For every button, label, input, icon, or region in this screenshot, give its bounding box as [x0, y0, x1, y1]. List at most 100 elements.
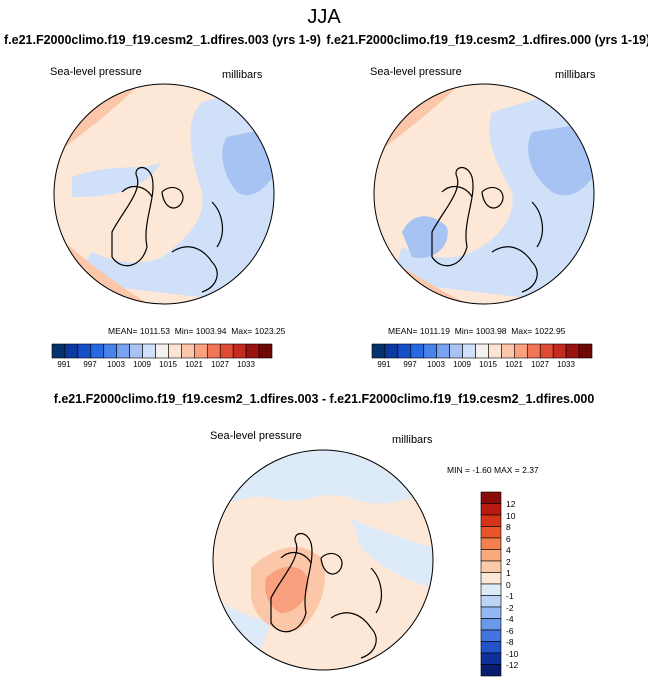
top-titles: f.e21.F2000climo.f19_f19.cesm2_1.dfires.… [4, 33, 648, 47]
panel1-stats: MEAN= 1011.53 Min= 1003.94 Max= 1023.25 [108, 326, 286, 336]
season-title: JJA [307, 6, 341, 28]
panel1-map [53, 83, 275, 305]
colorbar-cell [475, 343, 489, 359]
colorbar-cell [142, 343, 156, 359]
negative-region [351, 518, 433, 588]
difference-title: f.e21.F2000climo.f19_f19.cesm2_1.dfires.… [53, 392, 595, 406]
panel1-units: millibars [222, 69, 263, 81]
diff-stats: MIN = -1.60 MAX = 2.37 [447, 465, 539, 475]
cb3-tick: 0 [506, 579, 511, 590]
colorbar-cell [578, 343, 593, 359]
cb3-tick: 6 [506, 533, 511, 544]
cb2-tick: 1015 [479, 360, 497, 369]
colorbar-cell [64, 343, 79, 359]
colorbar-cell [480, 595, 502, 608]
cb1-tick: 1009 [133, 360, 151, 369]
cb1-tick: 997 [83, 360, 97, 369]
cb2-tick: 1009 [453, 360, 471, 369]
low-pressure-core [528, 122, 594, 196]
colorbar-cell [462, 343, 476, 359]
cb3-tick: 2 [506, 556, 511, 567]
coastlines [431, 167, 544, 293]
map-boundary [212, 449, 434, 671]
cb3-tick: -10 [506, 648, 519, 659]
cb2-tick: 1033 [557, 360, 575, 369]
colorbar-cell [397, 343, 412, 359]
colorbar-cell [168, 343, 182, 359]
case2-title: f.e21.F2000climo.f19_f19.cesm2_1.dfires.… [326, 33, 648, 47]
cb3-tick: -4 [506, 614, 514, 624]
colorbar-cell [77, 343, 92, 359]
cb3-tick: -8 [506, 637, 514, 647]
diff-colorbar [480, 491, 502, 677]
cb1-tick: 1021 [185, 360, 203, 369]
colorbar-cell [436, 343, 450, 359]
colorbar-cell [51, 343, 66, 359]
cb1-tick: 1015 [159, 360, 177, 369]
high-pressure-peak [54, 84, 90, 112]
colorbar-cell [245, 343, 260, 359]
colorbar-cell [480, 503, 502, 516]
panel2-stats: MEAN= 1011.19 Min= 1003.98 Max= 1022.95 [388, 326, 566, 336]
greenland-low [402, 216, 448, 258]
colorbar-cell [219, 343, 234, 359]
colorbar-cell [410, 343, 425, 359]
colorbar-cell [480, 549, 502, 562]
cb3-tick: -1 [506, 591, 514, 601]
cb2-tick: 997 [403, 360, 417, 369]
high-pressure-peak [374, 84, 410, 112]
panel2-units: millibars [555, 69, 596, 81]
cb2-tick: 1003 [427, 360, 445, 369]
panel1-colorbar [51, 343, 273, 359]
colorbar-cell [480, 641, 502, 654]
colorbar-cell [90, 343, 105, 359]
colorbar-cell [480, 491, 502, 504]
panel1-variable: Sea-level pressure [50, 66, 142, 78]
panel1-colorbar-labels: 991 997 1003 1009 1015 1021 1027 1033 [52, 360, 272, 372]
coastlines [111, 167, 224, 293]
colorbar-cell [116, 343, 130, 359]
colorbar-cell [552, 343, 567, 359]
positive-core [265, 566, 309, 613]
colorbar-cell [480, 526, 502, 539]
cb3-tick: -12 [506, 660, 519, 670]
panel2-colorbar-labels: 991 997 1003 1009 1015 1021 1027 1033 [372, 360, 592, 372]
colorbar-cell [501, 343, 515, 359]
cb1-tick: 991 [57, 360, 71, 369]
map-boundary [373, 83, 595, 305]
cb2-tick: 991 [377, 360, 391, 369]
cb3-tick: -6 [506, 625, 514, 636]
colorbar-cell [526, 343, 541, 359]
cb1-tick: 1033 [237, 360, 255, 369]
cb3-tick: 10 [506, 510, 516, 521]
cb3-tick: -2 [506, 602, 514, 613]
colorbar-cell [539, 343, 554, 359]
colorbar-cell [129, 343, 143, 359]
colorbar-cell [480, 537, 502, 550]
arctic-low-band [72, 162, 162, 197]
colorbar-cell [480, 664, 502, 677]
colorbar-cell [488, 343, 502, 359]
panel2-colorbar [371, 343, 593, 359]
colorbar-cell [258, 343, 273, 359]
panel2-variable: Sea-level pressure [370, 66, 462, 78]
colorbar-cell [480, 560, 502, 573]
cb2-tick: 1027 [531, 360, 549, 369]
colorbar-cell [155, 343, 169, 359]
colorbar-cell [514, 343, 528, 359]
colorbar-cell [371, 343, 386, 359]
panel2-map [373, 83, 595, 305]
diff-map [212, 449, 434, 671]
colorbar-cell [480, 583, 502, 596]
diff-variable: Sea-level pressure [210, 430, 302, 442]
diff-units: millibars [392, 434, 433, 446]
cb1-tick: 1003 [107, 360, 125, 369]
colorbar-cell [480, 606, 502, 619]
colorbar-cell [181, 343, 195, 359]
cb3-tick: 1 [506, 568, 511, 578]
colorbar-cell [480, 618, 502, 631]
cb3-tick: 4 [506, 545, 511, 555]
cb2-tick: 1021 [505, 360, 523, 369]
colorbar-cell [194, 343, 208, 359]
cb1-tick: 1027 [211, 360, 229, 369]
